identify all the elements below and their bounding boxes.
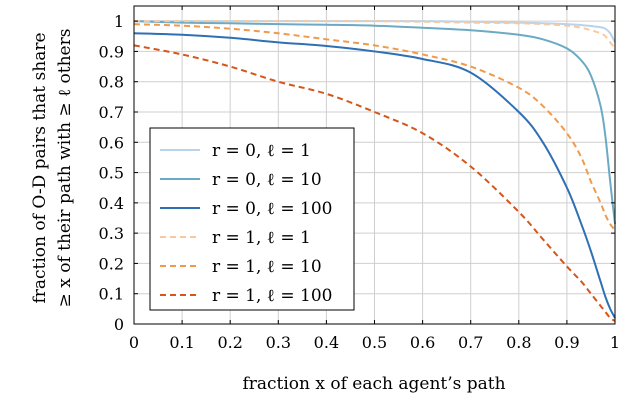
legend-box xyxy=(149,127,355,311)
x-tick-label: 0.4 xyxy=(314,333,339,352)
y-tick-label: 0.4 xyxy=(99,194,124,213)
y-tick-label: 0.5 xyxy=(99,164,124,183)
y-tick-label: 0.9 xyxy=(99,42,124,61)
legend-label-2: r = 0, ℓ = 100 xyxy=(212,199,332,219)
x-tick-label: 0.7 xyxy=(458,333,483,352)
y-tick-label: 1 xyxy=(114,12,124,31)
legend-label-3: r = 1, ℓ = 1 xyxy=(212,228,311,248)
x-tick-label: 0.9 xyxy=(554,333,579,352)
x-tick-label: 0 xyxy=(129,333,139,352)
x-tick-label: 0.6 xyxy=(410,333,435,352)
legend-label-5: r = 1, ℓ = 100 xyxy=(212,286,332,306)
series-line-3 xyxy=(134,20,616,50)
x-axis-label: fraction x of each agent’s path xyxy=(242,374,505,394)
y-tick-label: 0.7 xyxy=(99,103,124,122)
y-tick-label: 0.6 xyxy=(99,133,124,152)
y-tick-label: 0 xyxy=(114,315,124,334)
y-axis-label-line1: fraction of O-D pairs that share xyxy=(30,32,50,303)
y-tick-label: 0.8 xyxy=(99,73,124,92)
x-tick-label: 0.1 xyxy=(169,333,194,352)
x-tick-label: 0.5 xyxy=(362,333,387,352)
axis-ticks: 0 0.1 0.2 0.3 0.4 0.5 0.6 0.7 0.8 0.9 1 0 0.1 0.2 0.3 0… xyxy=(99,6,620,352)
legend-label-0: r = 0, ℓ = 1 xyxy=(212,141,311,161)
y-axis-label-line2: ≥ x of their path with ≥ ℓ others xyxy=(55,29,75,308)
y-tick-label: 0.2 xyxy=(99,254,124,273)
y-tick-label: 0.1 xyxy=(99,285,124,304)
x-tick-label: 1 xyxy=(610,333,620,352)
legend-label-1: r = 0, ℓ = 10 xyxy=(212,170,322,190)
series-line-2 xyxy=(133,32,616,319)
x-tick-label: 0.8 xyxy=(506,333,531,352)
series-line-1 xyxy=(133,20,616,225)
x-tick-label: 0.2 xyxy=(217,333,242,352)
series-line-5 xyxy=(133,44,616,322)
series-line-4 xyxy=(133,23,616,231)
x-tick-label: 0.3 xyxy=(266,333,291,352)
legend-label-4: r = 1, ℓ = 10 xyxy=(212,257,322,277)
legend: r = 0, ℓ = 1 r = 0, ℓ = 10 r = 0, ℓ = 100 r… xyxy=(149,127,355,311)
y-tick-label: 0.3 xyxy=(99,224,124,243)
plot-series xyxy=(133,20,616,322)
